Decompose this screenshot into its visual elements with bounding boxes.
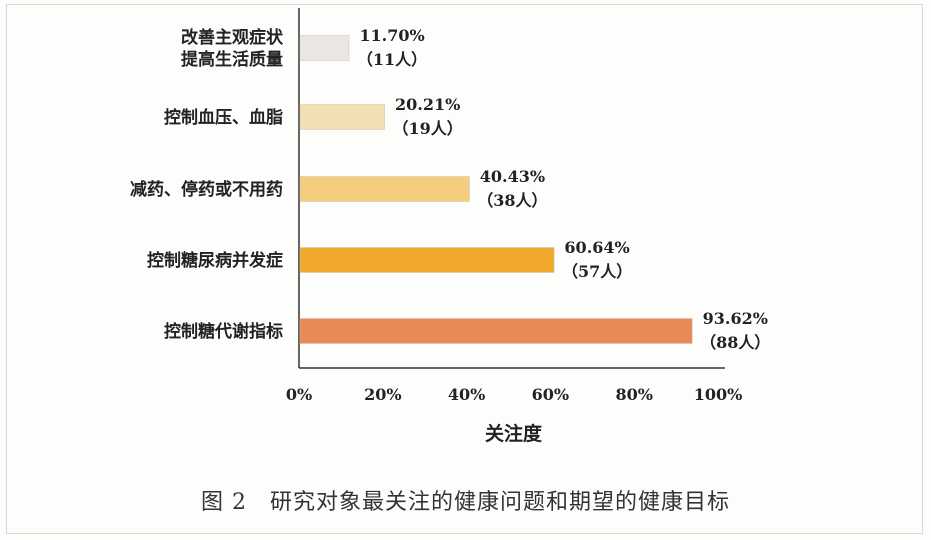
- category-label: 提高生活质量: [181, 49, 283, 70]
- category-label: 改善主观症状: [181, 27, 284, 48]
- category-label: 控制糖代谢指标: [164, 321, 283, 342]
- bar-5: [299, 318, 693, 344]
- value-label: 60.64%: [564, 238, 629, 257]
- value-label: 20.21%: [395, 95, 460, 114]
- x-tick-label: 100%: [694, 385, 743, 404]
- count-label: （11人）: [357, 50, 427, 69]
- x-axis-title: 关注度: [485, 422, 543, 445]
- value-label: 93.62%: [703, 309, 768, 328]
- bar-4: [299, 247, 555, 273]
- x-tick-label: 0%: [286, 385, 312, 404]
- x-tick-label: 20%: [364, 385, 401, 404]
- bar-3: [299, 176, 470, 202]
- value-label: 40.43%: [480, 167, 545, 186]
- count-label: （19人）: [393, 119, 463, 138]
- value-label: 11.70%: [359, 26, 424, 45]
- figure-caption: 图 2 研究对象最关注的健康问题和期望的健康目标: [201, 490, 730, 515]
- x-tick-label: 80%: [615, 385, 652, 404]
- category-label: 控制血压、血脂: [164, 107, 283, 128]
- figure-frame: [6, 4, 923, 534]
- count-label: （57人）: [562, 262, 632, 281]
- bar-2: [299, 104, 385, 130]
- count-label: （88人）: [700, 333, 770, 352]
- category-label: 减药、停药或不用药: [130, 179, 283, 200]
- x-tick-label: 40%: [448, 385, 485, 404]
- x-tick-label: 60%: [532, 385, 569, 404]
- bar-1: [299, 35, 350, 61]
- count-label: （38人）: [477, 191, 547, 210]
- category-label: 控制糖尿病并发症: [147, 250, 283, 271]
